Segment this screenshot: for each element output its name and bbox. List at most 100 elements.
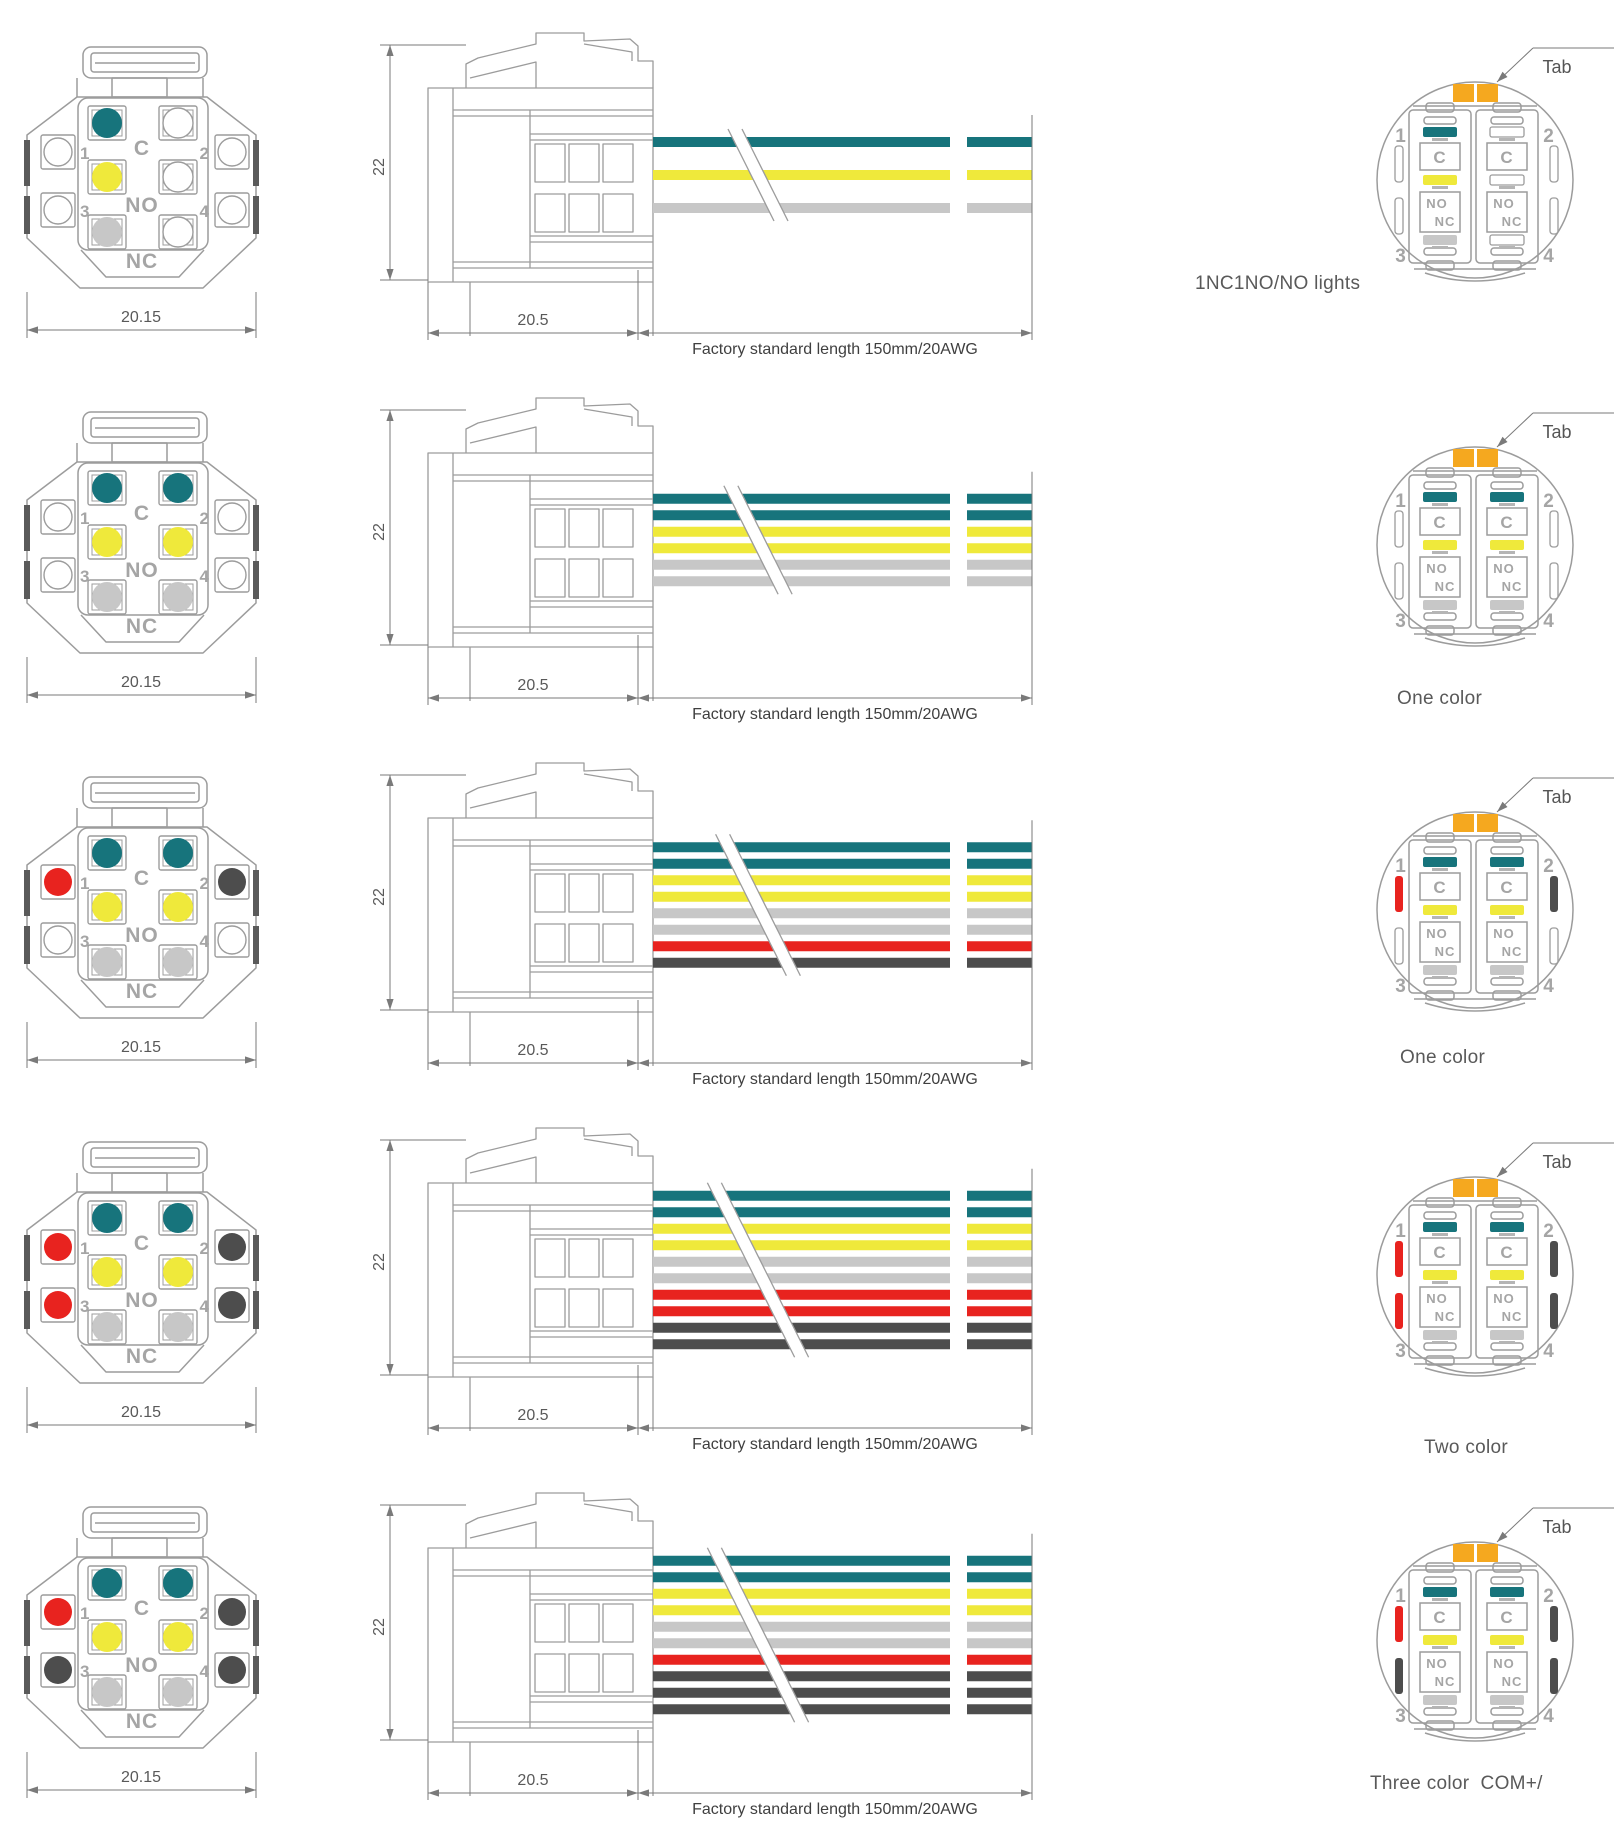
terminal-block — [1475, 832, 1539, 1001]
svg-text:NC: NC — [1435, 214, 1456, 229]
front-pin — [87, 1200, 127, 1236]
front-pin — [158, 1254, 198, 1290]
front-pin — [40, 134, 76, 170]
diagram-row-5: 1 2 3 4 C NO NC 20.15 22 20.5 Factory standard le… — [0, 1480, 1617, 1829]
back-outline — [1376, 811, 1574, 1012]
terminal-slot — [1423, 1695, 1457, 1705]
front-pin — [214, 134, 250, 170]
wire-bundle — [653, 842, 1032, 968]
terminal-slot — [1490, 1330, 1524, 1340]
svg-text:Tab: Tab — [1542, 1517, 1571, 1537]
svg-text:Factory standard length 150mm/: Factory standard length 150mm/20AWG — [692, 1071, 978, 1088]
svg-text:3: 3 — [1395, 246, 1407, 267]
svg-text:NO: NO — [125, 1289, 159, 1312]
svg-text:NO: NO — [1426, 1291, 1448, 1306]
front-pin — [158, 1674, 198, 1710]
svg-text:2: 2 — [1543, 126, 1555, 147]
terminal-slot — [1423, 492, 1457, 502]
length-dimension — [427, 1533, 1033, 1800]
wire-bundle — [653, 1190, 1032, 1350]
svg-text:1: 1 — [1395, 126, 1407, 147]
svg-text:NO: NO — [1426, 196, 1448, 211]
svg-text:3: 3 — [80, 567, 90, 586]
svg-text:1: 1 — [1395, 856, 1407, 877]
row-caption: 1NC1NO/NO lights — [1195, 273, 1361, 294]
svg-text:1: 1 — [80, 874, 90, 893]
svg-text:4: 4 — [200, 567, 210, 586]
front-pin — [87, 214, 127, 250]
edge-led-slots — [1394, 876, 1559, 965]
svg-text:3: 3 — [80, 202, 90, 221]
svg-text:3: 3 — [80, 1662, 90, 1681]
svg-text:4: 4 — [200, 202, 210, 221]
svg-text:1: 1 — [80, 144, 90, 163]
front-pin — [214, 557, 250, 593]
front-pin — [40, 864, 76, 900]
connector-back-view: Tab C NO NC C NO NC 1 2 3 4 — [1376, 777, 1614, 1012]
svg-text:20.15: 20.15 — [121, 1404, 161, 1421]
front-pin — [158, 524, 198, 560]
terminal-slot — [1489, 174, 1525, 186]
wire-break — [707, 1547, 809, 1723]
terminal-slot — [1490, 492, 1524, 502]
wire-bundle — [653, 137, 1032, 213]
svg-text:NO: NO — [125, 1654, 159, 1677]
svg-text:NO: NO — [1426, 1656, 1448, 1671]
svg-text:20.5: 20.5 — [517, 1772, 548, 1789]
front-pin — [214, 1652, 250, 1688]
front-pin — [214, 1229, 250, 1265]
front-pin — [158, 835, 198, 871]
side-body — [427, 762, 654, 1066]
front-pin — [40, 192, 76, 228]
front-pin — [40, 1287, 76, 1323]
terminal-slot — [1490, 1270, 1524, 1280]
svg-text:NC: NC — [1435, 944, 1456, 959]
svg-text:NC: NC — [1502, 1309, 1523, 1324]
back-outline — [1376, 1176, 1574, 1377]
svg-text:C: C — [1500, 513, 1513, 532]
svg-text:20.5: 20.5 — [517, 1042, 548, 1059]
svg-text:C: C — [1433, 878, 1446, 897]
terminal-slot — [1489, 234, 1525, 246]
svg-text:4: 4 — [200, 1297, 210, 1316]
terminal-slot — [1490, 600, 1524, 610]
terminal-slot — [1490, 1695, 1524, 1705]
svg-text:2: 2 — [1543, 856, 1555, 877]
svg-text:Tab: Tab — [1542, 1152, 1571, 1172]
svg-text:C: C — [134, 137, 150, 160]
terminal-slot — [1490, 857, 1524, 867]
terminal-slot — [1490, 540, 1524, 550]
svg-text:20.15: 20.15 — [121, 1769, 161, 1786]
length-dimension — [427, 471, 1033, 705]
side-notches — [24, 1235, 259, 1329]
connector-back-view: Tab C NO NC C NO NC 1 2 3 4 — [1376, 47, 1614, 282]
front-pin — [87, 159, 127, 195]
front-pin — [158, 579, 198, 615]
svg-text:C: C — [134, 867, 150, 890]
svg-text:C: C — [1500, 1243, 1513, 1262]
svg-text:Factory standard length 150mm/: Factory standard length 150mm/20AWG — [692, 341, 978, 358]
svg-text:20.5: 20.5 — [517, 677, 548, 694]
svg-text:20.15: 20.15 — [121, 1039, 161, 1056]
connector-side-view: 22 20.5 Factory standard length 150mm/20AW… — [371, 32, 1033, 358]
svg-text:20.5: 20.5 — [517, 312, 548, 329]
svg-text:C: C — [1433, 1608, 1446, 1627]
front-pin — [158, 944, 198, 980]
front-pin — [87, 1619, 127, 1655]
svg-text:20.5: 20.5 — [517, 1407, 548, 1424]
svg-text:C: C — [1433, 148, 1446, 167]
diagram-row-3: 1 2 3 4 C NO NC 20.15 22 20.5 Factory standard le… — [0, 750, 1617, 1115]
terminal-block — [1475, 102, 1539, 271]
front-pin — [158, 889, 198, 925]
front-pin — [87, 579, 127, 615]
diagram-row-1: 1 2 3 4 C NO NC 20.15 22 20.5 Factory standard le… — [0, 20, 1617, 385]
svg-text:C: C — [1500, 1608, 1513, 1627]
terminal-block — [1408, 1562, 1472, 1731]
svg-text:4: 4 — [1543, 246, 1555, 267]
front-pin — [87, 1565, 127, 1601]
svg-text:NC: NC — [126, 250, 158, 273]
wire-break — [723, 485, 793, 595]
svg-text:3: 3 — [80, 1297, 90, 1316]
terminal-slot — [1423, 127, 1457, 137]
front-pin — [214, 1594, 250, 1630]
